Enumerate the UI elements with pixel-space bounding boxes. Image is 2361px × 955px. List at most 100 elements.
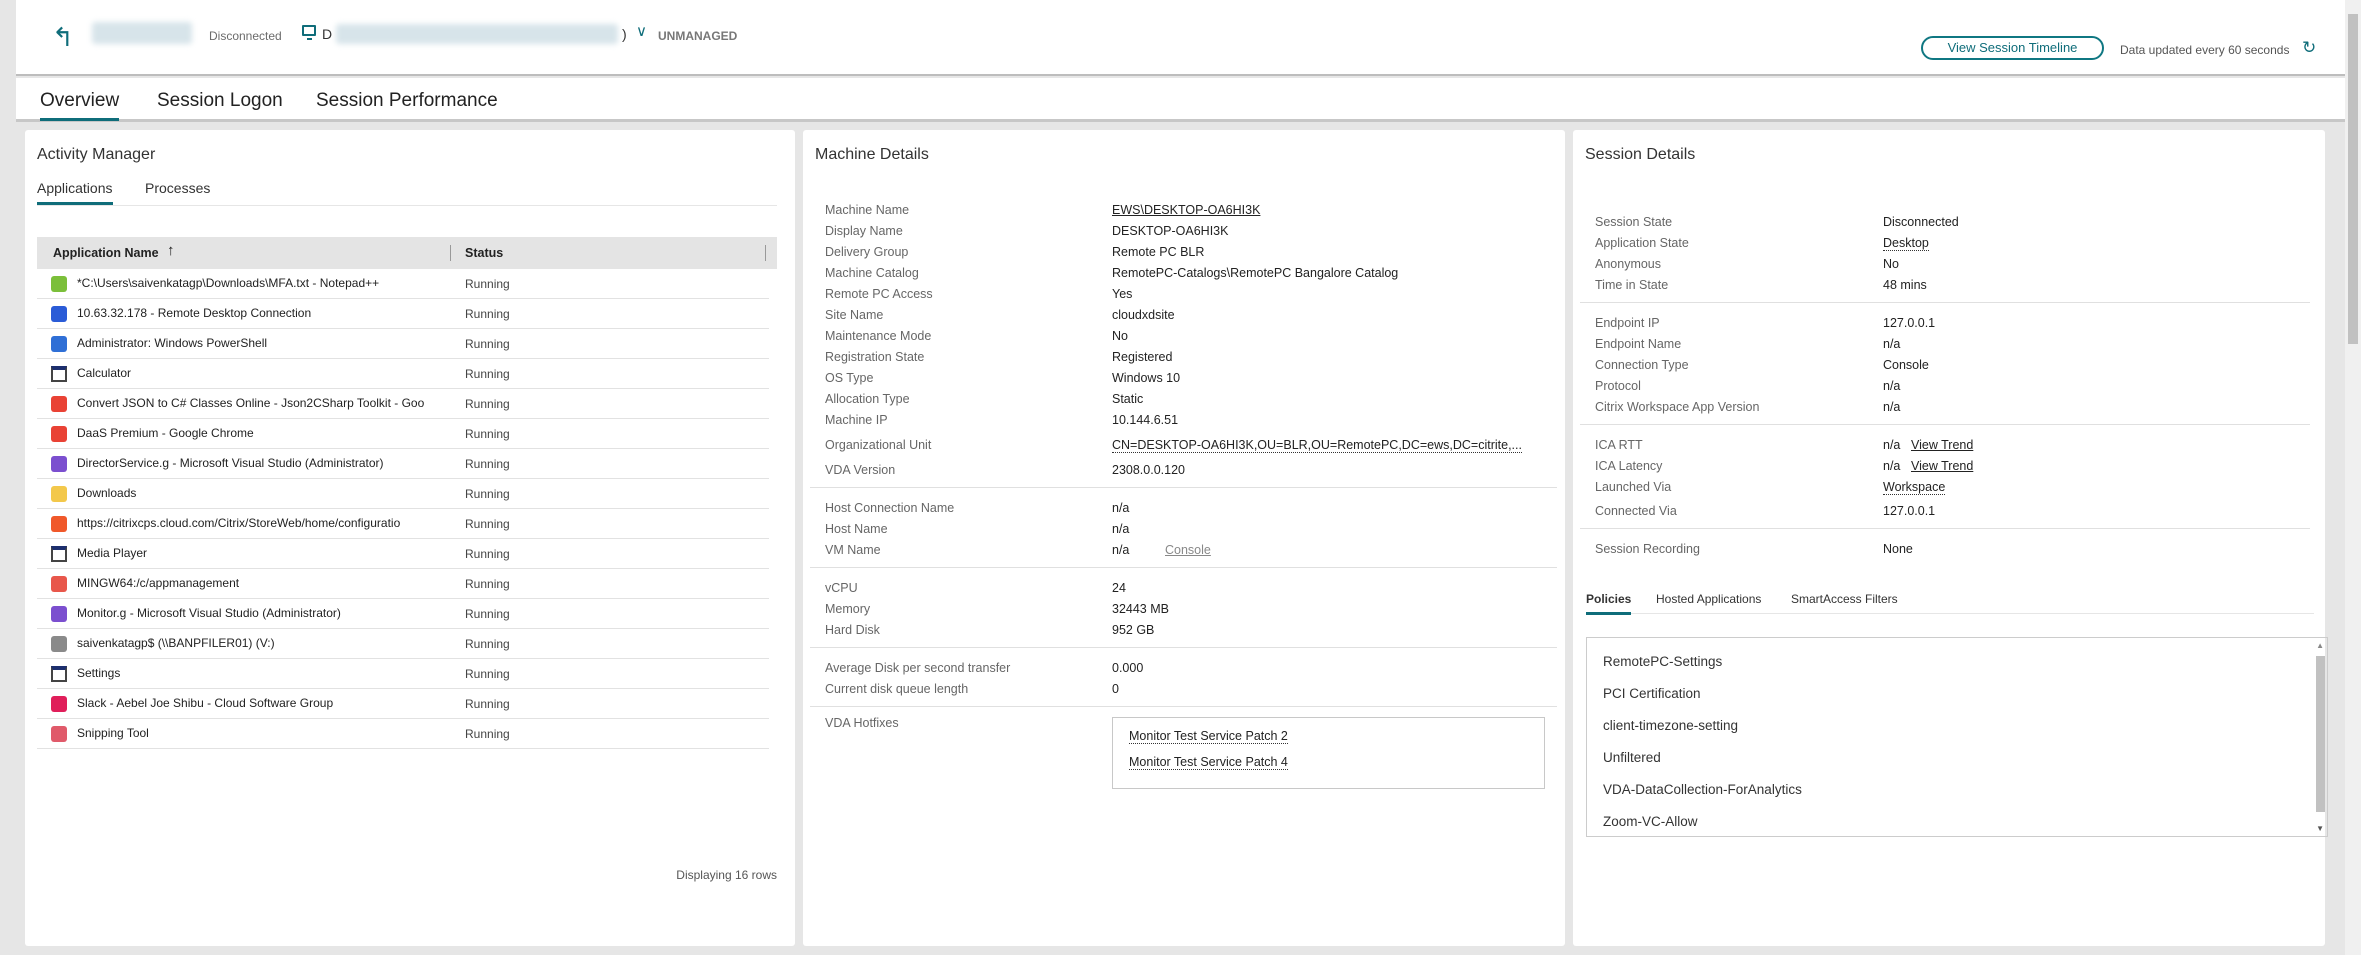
detail-label: Host Connection Name bbox=[825, 501, 955, 515]
tab-session-performance[interactable]: Session Performance bbox=[316, 90, 498, 111]
table-row[interactable]: Settings Running bbox=[37, 659, 769, 689]
update-interval-text: Data updated every 60 seconds bbox=[2120, 43, 2290, 57]
hotfix-item[interactable]: Monitor Test Service Patch 4 bbox=[1129, 755, 1288, 770]
view-session-timeline-button[interactable]: View Session Timeline bbox=[1921, 36, 2104, 60]
detail-label: OS Type bbox=[825, 371, 874, 385]
table-row[interactable]: Media Player Running bbox=[37, 539, 769, 569]
detail-label: Endpoint IP bbox=[1595, 316, 1660, 330]
column-status[interactable]: Status bbox=[465, 246, 504, 260]
tab-policies[interactable]: Policies bbox=[1586, 592, 1632, 615]
detail-label: VM Name bbox=[825, 543, 881, 557]
column-divider[interactable] bbox=[450, 245, 451, 261]
column-application-name[interactable]: Application Name bbox=[53, 246, 159, 260]
table-row[interactable]: saivenkatagp$ (\\BANPFILER01) (V:) Runnin… bbox=[37, 629, 769, 659]
table-row[interactable]: Slack - Aebel Joe Shibu - Cloud Software… bbox=[37, 689, 769, 719]
detail-label: Hard Disk bbox=[825, 623, 880, 637]
detail-value: cloudxdsite bbox=[1112, 308, 1175, 322]
application-status: Running bbox=[465, 577, 510, 591]
detail-label: ICA RTT bbox=[1595, 438, 1643, 452]
detail-label: Session State bbox=[1595, 215, 1673, 229]
application-name: Calculator bbox=[77, 366, 132, 380]
detail-value: RemotePC-Catalogs\RemotePC Bangalore Cat… bbox=[1112, 266, 1399, 280]
table-row[interactable]: Convert JSON to C# Classes Online - Json… bbox=[37, 389, 769, 419]
back-arrow-icon[interactable]: ↰ bbox=[52, 22, 74, 52]
hotfix-item[interactable]: Monitor Test Service Patch 2 bbox=[1129, 729, 1288, 744]
detail-label: Time in State bbox=[1595, 278, 1669, 292]
detail-label: Session Recording bbox=[1595, 542, 1700, 556]
detail-value: Static bbox=[1112, 392, 1144, 406]
policy-item: VDA-DataCollection-ForAnalytics bbox=[1603, 782, 1802, 797]
application-name: Settings bbox=[77, 666, 121, 680]
table-row[interactable]: DaaS Premium - Google Chrome Running bbox=[37, 419, 769, 449]
detail-value[interactable]: Desktop bbox=[1883, 236, 1929, 251]
remote-desktop-icon bbox=[51, 306, 67, 322]
detail-value: n/a bbox=[1112, 501, 1130, 515]
table-row[interactable]: *C:\Users\saivenkatagp\Downloads\MFA.txt… bbox=[37, 269, 769, 299]
detail-label: Application State bbox=[1595, 236, 1689, 250]
application-status: Running bbox=[465, 337, 510, 351]
chevron-down-icon[interactable]: ∨ bbox=[636, 23, 647, 40]
table-row[interactable]: Snipping Tool Running bbox=[37, 719, 769, 749]
visual-studio-icon bbox=[51, 456, 67, 472]
detail-label: Current disk queue length bbox=[825, 682, 969, 696]
table-row[interactable]: Administrator: Windows PowerShell Running bbox=[37, 329, 769, 359]
powershell-icon bbox=[51, 336, 67, 352]
section-divider bbox=[810, 706, 1557, 707]
application-name: 10.63.32.178 - Remote Desktop Connection bbox=[77, 306, 312, 320]
detail-label: Maintenance Mode bbox=[825, 329, 932, 343]
table-row[interactable]: https://citrixcps.cloud.com/Citrix/Store… bbox=[37, 509, 769, 539]
machine-name-redacted bbox=[336, 24, 618, 44]
monitor-icon bbox=[302, 25, 316, 40]
tab-hosted-applications[interactable]: Hosted Applications bbox=[1656, 592, 1762, 606]
section-divider bbox=[810, 567, 1557, 568]
table-row[interactable]: DirectorService.g - Microsoft Visual Stu… bbox=[37, 449, 769, 479]
detail-value: Windows 10 bbox=[1112, 371, 1181, 385]
browser-icon bbox=[51, 516, 67, 532]
scroll-up-icon[interactable]: ▲ bbox=[2316, 641, 2324, 650]
application-status: Running bbox=[465, 637, 510, 651]
detail-label: Organizational Unit bbox=[825, 438, 932, 452]
detail-value: 127.0.0.1 bbox=[1883, 504, 1936, 518]
detail-value: 952 GB bbox=[1112, 623, 1155, 637]
detail-value[interactable]: Workspace bbox=[1883, 480, 1946, 495]
application-status: Running bbox=[465, 367, 510, 381]
tab-smartaccess-filters[interactable]: SmartAccess Filters bbox=[1791, 592, 1898, 606]
tab-processes[interactable]: Processes bbox=[145, 180, 211, 196]
detail-value[interactable]: CN=DESKTOP-OA6HI3K,OU=BLR,OU=RemotePC,DC… bbox=[1112, 438, 1522, 453]
detail-label: Machine Catalog bbox=[825, 266, 919, 280]
detail-label: Endpoint Name bbox=[1595, 337, 1682, 351]
application-status: Running bbox=[465, 667, 510, 681]
refresh-icon[interactable]: ↻ bbox=[2302, 38, 2317, 57]
tab-applications[interactable]: Applications bbox=[37, 180, 113, 205]
table-row[interactable]: Downloads Running bbox=[37, 479, 769, 509]
page-scrollbar[interactable] bbox=[2345, 0, 2361, 955]
machine-details-title: Machine Details bbox=[815, 146, 929, 163]
table-row[interactable]: Monitor.g - Microsoft Visual Studio (Adm… bbox=[37, 599, 769, 629]
policy-item: client-timezone-setting bbox=[1603, 718, 1739, 733]
tab-overview[interactable]: Overview bbox=[40, 90, 120, 121]
application-status: Running bbox=[465, 697, 510, 711]
table-row[interactable]: 10.63.32.178 - Remote Desktop Connection… bbox=[37, 299, 769, 329]
detail-label: vCPU bbox=[825, 581, 858, 595]
detail-value: 48 mins bbox=[1883, 278, 1927, 292]
detail-value: n/a bbox=[1883, 459, 1901, 473]
table-row[interactable]: MINGW64:/c/appmanagement Running bbox=[37, 569, 769, 599]
detail-value[interactable]: EWS\DESKTOP-OA6HI3K bbox=[1112, 203, 1261, 217]
detail-label: Protocol bbox=[1595, 379, 1641, 393]
table-row[interactable]: Calculator Running bbox=[37, 359, 769, 389]
policies-scrollbar[interactable] bbox=[2316, 656, 2325, 812]
tab-session-logon[interactable]: Session Logon bbox=[157, 90, 283, 111]
policy-item: Unfiltered bbox=[1603, 750, 1661, 765]
application-status: Running bbox=[465, 277, 510, 291]
detail-label: Memory bbox=[825, 602, 871, 616]
view-trend-link[interactable]: View Trend bbox=[1911, 438, 1974, 452]
column-divider[interactable] bbox=[765, 245, 766, 261]
sort-ascending-icon[interactable]: ↑ bbox=[167, 242, 175, 259]
machine-name-prefix: D bbox=[322, 26, 333, 42]
session-details-title: Session Details bbox=[1585, 146, 1696, 163]
detail-label: Machine IP bbox=[825, 413, 888, 427]
view-trend-link[interactable]: View Trend bbox=[1911, 459, 1974, 473]
scroll-down-icon[interactable]: ▼ bbox=[2316, 824, 2324, 833]
application-status: Running bbox=[465, 307, 510, 321]
window-icon bbox=[51, 546, 67, 562]
